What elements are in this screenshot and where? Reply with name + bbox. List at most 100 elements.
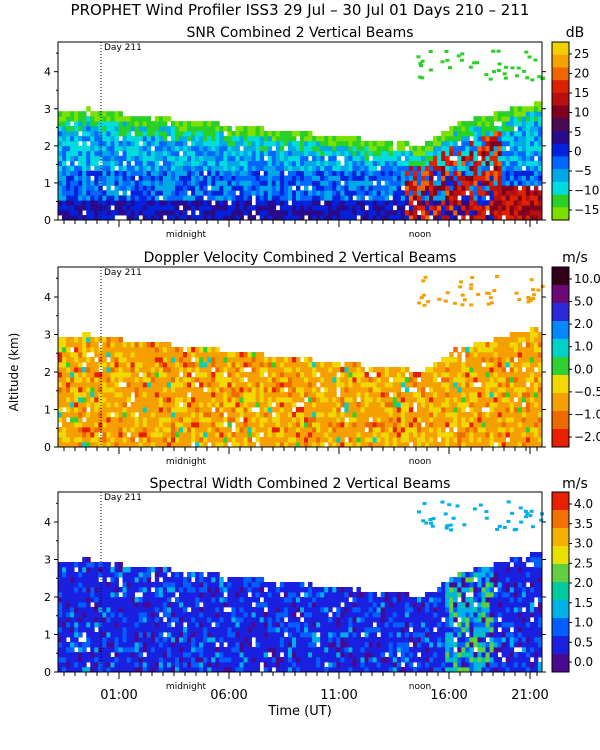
heatmap-cell (332, 185, 337, 191)
heatmap-cell (183, 437, 188, 443)
heatmap-cell (453, 407, 458, 413)
heatmap-cell (223, 126, 228, 132)
heatmap-cell (82, 657, 87, 663)
heatmap-cell (320, 170, 325, 176)
heatmap-cell (263, 170, 269, 176)
heatmap-cell (513, 121, 519, 127)
heatmap-cell (199, 382, 204, 388)
heatmap-cell (195, 417, 200, 423)
heatmap-cell (94, 612, 99, 618)
heatmap-cell (469, 283, 474, 287)
heatmap-cell (295, 372, 301, 378)
heatmap-cell (537, 215, 543, 221)
heatmap-cell (199, 131, 204, 137)
heatmap-cell (404, 190, 410, 196)
heatmap-cell (425, 160, 430, 167)
heatmap-cell (421, 402, 426, 408)
heatmap-cell (429, 427, 434, 433)
heatmap-cell (364, 397, 369, 403)
heatmap-cell (433, 160, 438, 167)
heatmap-cell (525, 190, 531, 196)
heatmap-cell (364, 160, 369, 167)
heatmap-cell (364, 382, 369, 388)
heatmap-cell (537, 402, 543, 408)
heatmap-cell (348, 165, 353, 171)
heatmap-cell (94, 407, 99, 413)
heatmap-cell (146, 165, 152, 171)
heatmap-cell (449, 175, 454, 181)
heatmap-cell (513, 407, 519, 413)
heatmap-cell (356, 155, 361, 162)
heatmap-cell (166, 432, 172, 438)
heatmap-cell (469, 427, 474, 433)
heatmap-cell (477, 215, 482, 221)
heatmap-cell (287, 372, 293, 378)
heatmap-cell (223, 387, 228, 393)
heatmap-cell (400, 200, 406, 206)
heatmap-cell (166, 205, 172, 211)
heatmap-cell (215, 412, 220, 418)
heatmap-cell (231, 367, 236, 373)
heatmap-cell (158, 190, 164, 196)
heatmap-cell (344, 432, 349, 438)
heatmap-cell (287, 165, 293, 171)
heatmap-cell (82, 165, 87, 171)
heatmap-cell (328, 367, 333, 373)
heatmap-cell (219, 352, 224, 358)
heatmap-cell (509, 135, 515, 142)
heatmap-cell (251, 367, 257, 373)
heatmap-cell (162, 442, 168, 448)
heatmap-cell (203, 397, 208, 403)
heatmap-cell (106, 617, 111, 623)
heatmap-cell (521, 387, 527, 393)
heatmap-cell (412, 412, 418, 418)
heatmap-cell (235, 165, 240, 171)
heatmap-cell (267, 427, 273, 433)
heatmap-cell (102, 587, 107, 593)
heatmap-cell (501, 437, 507, 443)
heatmap-cell (469, 190, 474, 196)
heatmap-cell (142, 387, 148, 393)
heatmap-cell (239, 135, 244, 142)
heatmap-cell (174, 367, 180, 373)
heatmap-cell (408, 407, 414, 413)
heatmap-cell (291, 392, 297, 398)
heatmap-cell (404, 200, 410, 206)
heatmap-cell (457, 402, 462, 408)
heatmap-cell (162, 437, 168, 443)
heatmap-cell (340, 372, 345, 378)
heatmap-cell (485, 422, 490, 428)
heatmap-cell (505, 342, 511, 348)
heatmap-cell (82, 170, 87, 176)
heatmap-cell (243, 437, 248, 443)
heatmap-cell (271, 407, 277, 413)
heatmap-cell (66, 145, 71, 152)
heatmap-cell (469, 387, 474, 393)
heatmap-cell (300, 417, 305, 423)
heatmap-cell (513, 106, 519, 112)
heatmap-cell (82, 140, 87, 147)
heatmap-cell (239, 412, 244, 418)
heatmap-cell (203, 160, 208, 167)
heatmap-cell (74, 407, 79, 413)
heatmap-cell (441, 170, 446, 176)
heatmap-cell (86, 422, 91, 428)
heatmap-cell (114, 121, 119, 127)
heatmap-cell (158, 135, 164, 142)
heatmap-cell (86, 175, 91, 181)
heatmap-cell (62, 597, 67, 603)
heatmap-cell (90, 442, 95, 448)
heatmap-cell (328, 195, 333, 201)
heatmap-cell (130, 145, 136, 152)
heatmap-cell (348, 362, 353, 368)
heatmap-cell (328, 190, 333, 196)
heatmap-cell (505, 111, 511, 117)
heatmap-cell (533, 190, 539, 196)
heatmap-cell (267, 175, 273, 181)
heatmap-cell (126, 126, 131, 132)
heatmap-cell (267, 382, 273, 388)
heatmap-cell (308, 180, 313, 186)
heatmap-cell (74, 662, 79, 668)
heatmap-cell (259, 427, 265, 433)
heatmap-cell (461, 412, 466, 418)
